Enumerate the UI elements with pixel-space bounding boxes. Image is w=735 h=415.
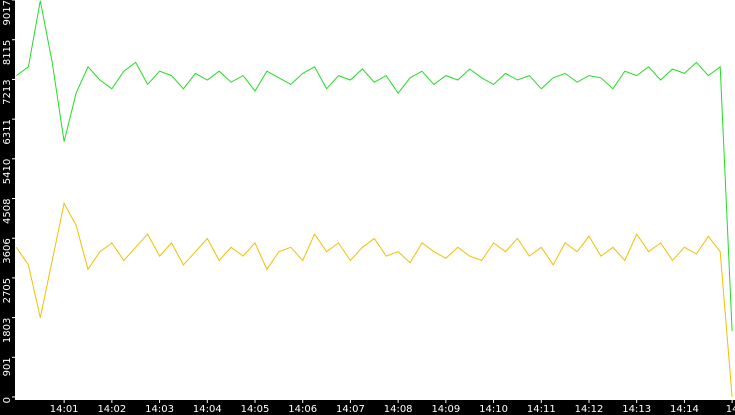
line-series [16,0,733,332]
x-axis-band [0,400,735,415]
y-tick-label: 6311 [2,119,13,144]
x-tick-label: 14:02 [97,404,126,415]
x-tick-label: 14:09 [431,404,460,415]
x-tick-label: 14:10 [479,404,508,415]
x-tick-label: 14:12 [575,404,604,415]
y-tick-label: 1803 [2,318,13,343]
x-tick-label: 14:05 [241,404,270,415]
x-tick-label: 14:11 [527,404,556,415]
y-axis-band [0,0,15,415]
y-tick-label: 8115 [2,40,13,65]
y-tick-label: 2705 [2,278,13,303]
y-tick-label: 7213 [2,79,13,104]
y-tick-label: 901 [2,357,13,376]
x-tick-label: 14:06 [288,404,317,415]
y-tick-label: 5410 [2,159,13,184]
x-tick-label: 14:13 [622,404,651,415]
line-series [15,201,733,398]
x-tick-label: 14:03 [145,404,174,415]
x-tick-label: 14:07 [336,404,365,415]
y-tick-label: 9017 [2,0,13,25]
x-tick-label: 14:01 [50,404,79,415]
x-tick-label: 14:04 [193,404,222,415]
x-tick-label: 14 [726,404,735,415]
x-tick-label: 14:14 [670,404,699,415]
x-tick-label: 14:08 [384,404,413,415]
y-tick-label: 3606 [2,238,13,263]
y-tick-label: 0 [2,397,13,403]
y-tick-label: 4508 [2,199,13,224]
